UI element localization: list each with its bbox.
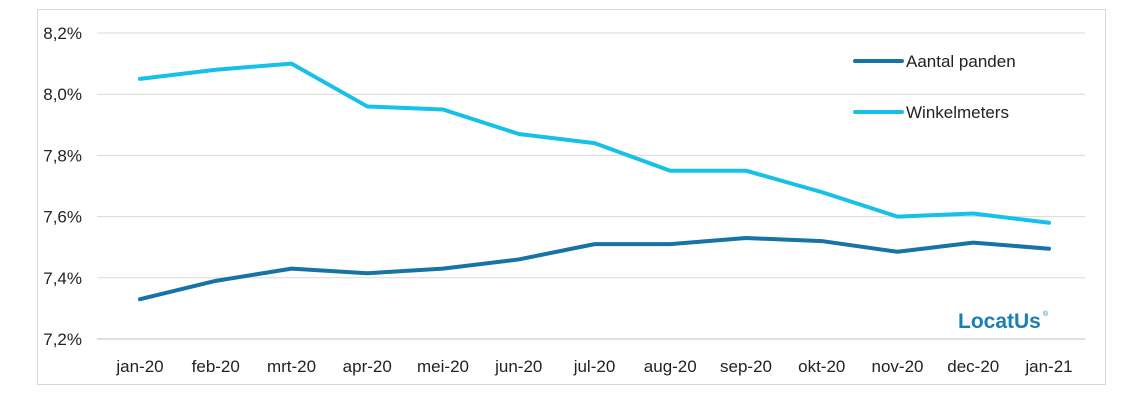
legend: Aantal panden Winkelmeters <box>853 52 1016 122</box>
series-line-aantal-panden <box>138 236 1051 302</box>
x-tick-label: apr-20 <box>343 357 392 376</box>
logo-registered-mark: ® <box>1043 310 1049 318</box>
y-tick-label: 8,2% <box>43 24 82 43</box>
series-lines <box>138 61 1051 302</box>
x-tick-label: jun-20 <box>494 357 542 376</box>
series-line-winkelmeters <box>138 61 1051 225</box>
x-tick-label: mrt-20 <box>267 357 316 376</box>
y-axis-ticks: 7,2% 7,4% 7,6% 7,8% 8,0% 8,2% <box>43 24 82 349</box>
y-tick-label: 7,8% <box>43 146 82 165</box>
x-tick-label: dec-20 <box>947 357 999 376</box>
x-tick-label: feb-20 <box>192 357 240 376</box>
logo-text: LocatUs <box>958 310 1041 333</box>
x-tick-label: sep-20 <box>720 357 772 376</box>
legend-label-aantal-panden: Aantal panden <box>906 52 1016 71</box>
x-tick-label: nov-20 <box>872 357 924 376</box>
legend-label-winkelmeters: Winkelmeters <box>906 103 1009 122</box>
y-tick-label: 7,4% <box>43 269 82 288</box>
gridlines <box>97 32 1085 340</box>
x-tick-label: aug-20 <box>644 357 697 376</box>
y-tick-label: 7,6% <box>43 208 82 227</box>
locatus-logo: LocatUs ® <box>958 310 1049 333</box>
x-tick-label: jul-20 <box>573 357 616 376</box>
y-tick-label: 7,2% <box>43 330 82 349</box>
x-axis-ticks: jan-20 feb-20 mrt-20 apr-20 mei-20 jun-20 jul-… <box>115 357 1072 376</box>
y-tick-label: 8,0% <box>43 85 82 104</box>
x-tick-label: jan-20 <box>115 357 163 376</box>
x-tick-label: mei-20 <box>417 357 469 376</box>
x-tick-label: okt-20 <box>798 357 845 376</box>
x-tick-label: jan-21 <box>1024 357 1072 376</box>
